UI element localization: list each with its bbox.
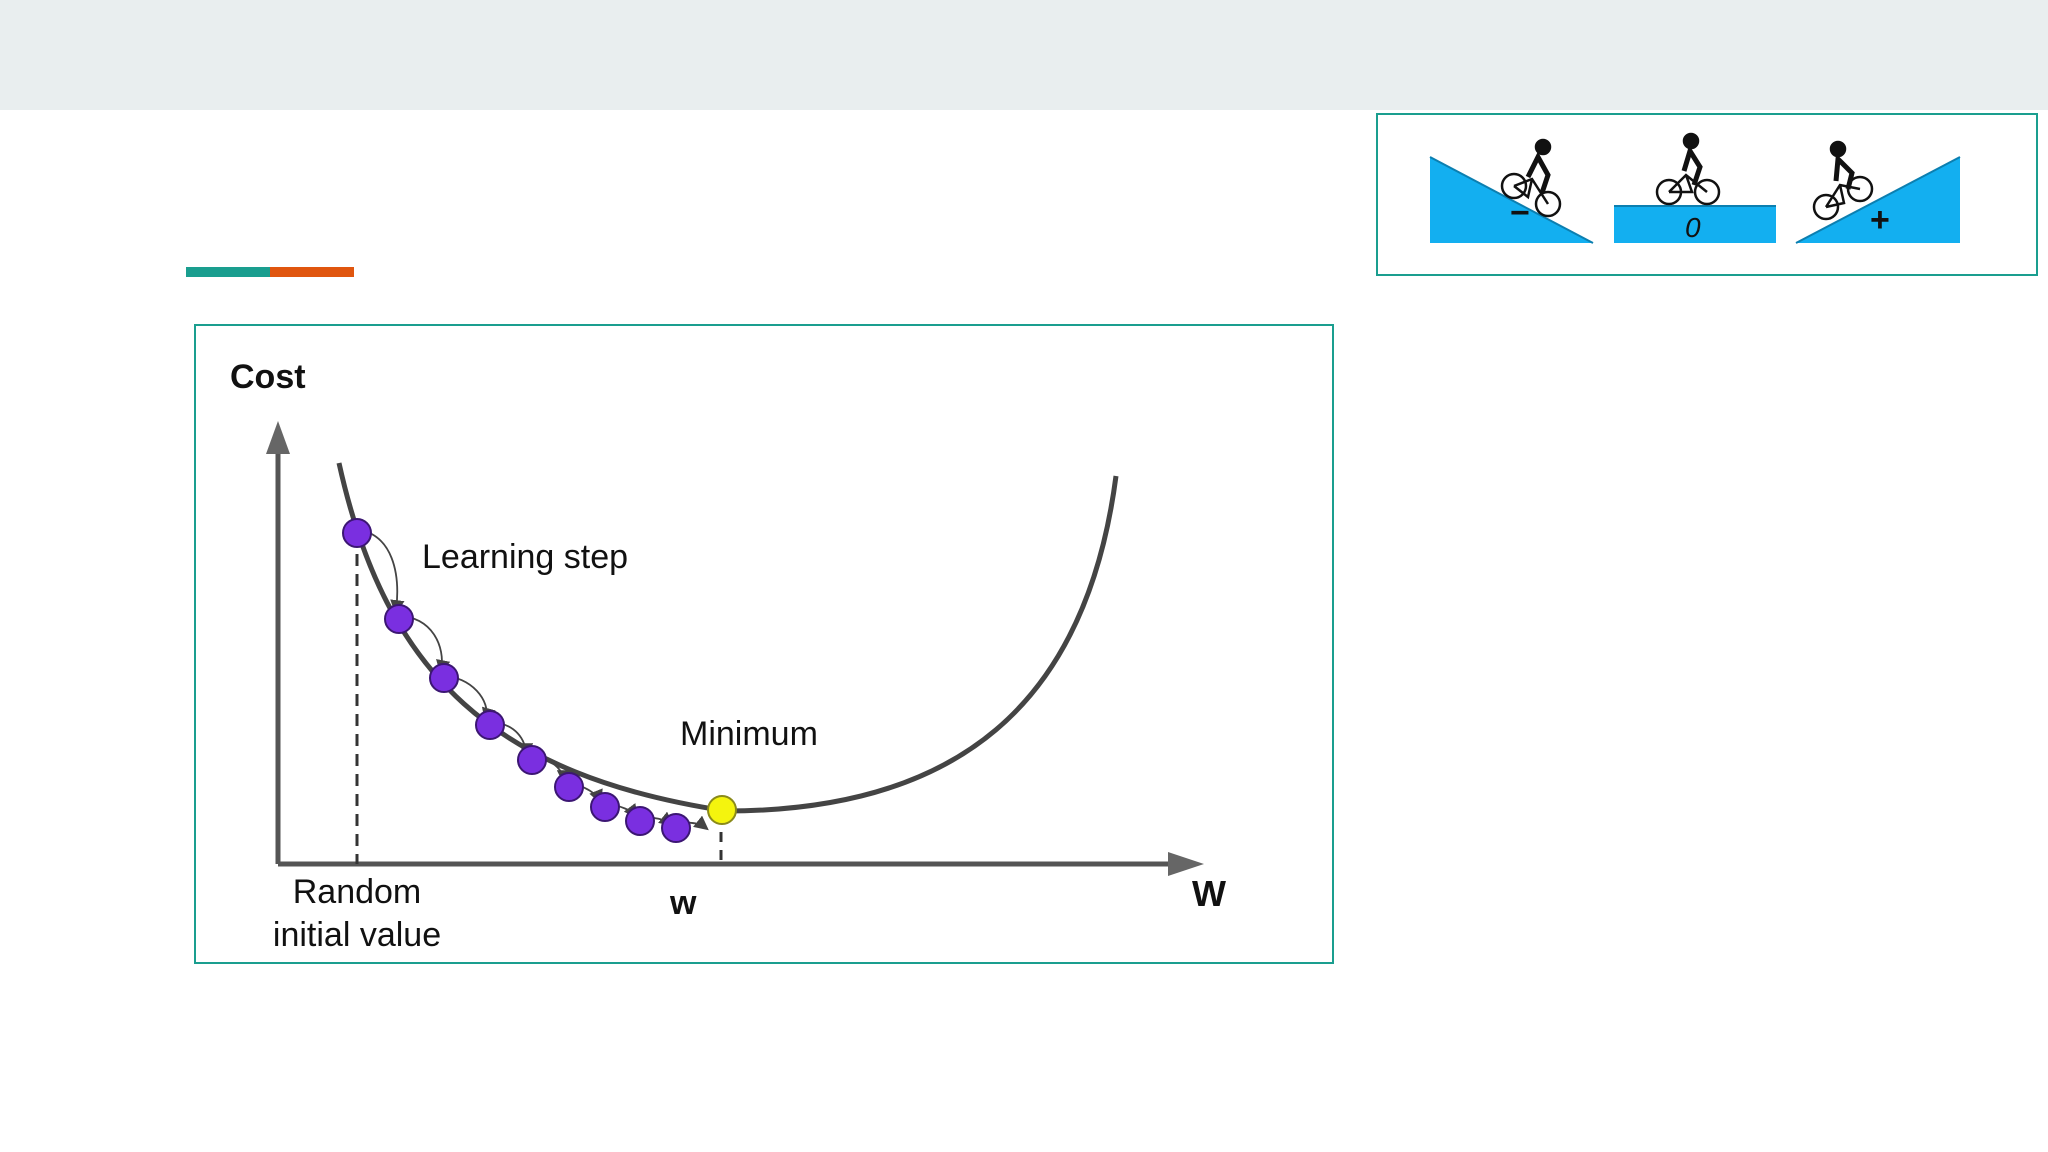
initial-value-label-line1: Random	[293, 873, 422, 911]
step-point	[554, 772, 584, 802]
step-point	[661, 813, 691, 843]
cyclist-downhill-icon	[1500, 138, 1562, 218]
title-accent-orange	[270, 267, 354, 277]
positive-sign: +	[1870, 201, 1890, 239]
step-point	[625, 806, 655, 836]
slope-sign-panel: − 0 +	[1376, 113, 2038, 276]
gradient-descent-diagram: Cost W Learning step Minimum w Random in…	[194, 324, 1334, 964]
x-axis-label: W	[1192, 873, 1226, 914]
zero-slope: 0	[1614, 205, 1776, 243]
minimum-label: Minimum	[680, 715, 818, 753]
minimum-point	[707, 795, 737, 825]
title-accent-teal	[186, 267, 270, 277]
y-axis	[266, 421, 290, 864]
step-point	[590, 792, 620, 822]
zero-sign: 0	[1685, 212, 1701, 243]
cyclist-uphill-icon	[1812, 140, 1874, 221]
learning-step-points	[342, 518, 691, 843]
positive-slope: +	[1795, 156, 1961, 244]
cyclist-flat-icon	[1655, 132, 1721, 206]
step-point	[517, 745, 547, 775]
step-point	[429, 663, 459, 693]
y-axis-label: Cost	[230, 358, 306, 396]
step-point	[475, 710, 505, 740]
step-point	[384, 604, 414, 634]
negative-sign: −	[1510, 194, 1530, 232]
learning-step-label: Learning step	[422, 538, 628, 576]
cost-curve	[336, 462, 1119, 814]
x-axis	[278, 852, 1204, 876]
w-label: w	[669, 884, 697, 922]
initial-value-label-line2: initial value	[273, 916, 441, 954]
step-point	[342, 518, 372, 548]
header-band	[0, 0, 2048, 110]
negative-slope: −	[1429, 156, 1594, 244]
